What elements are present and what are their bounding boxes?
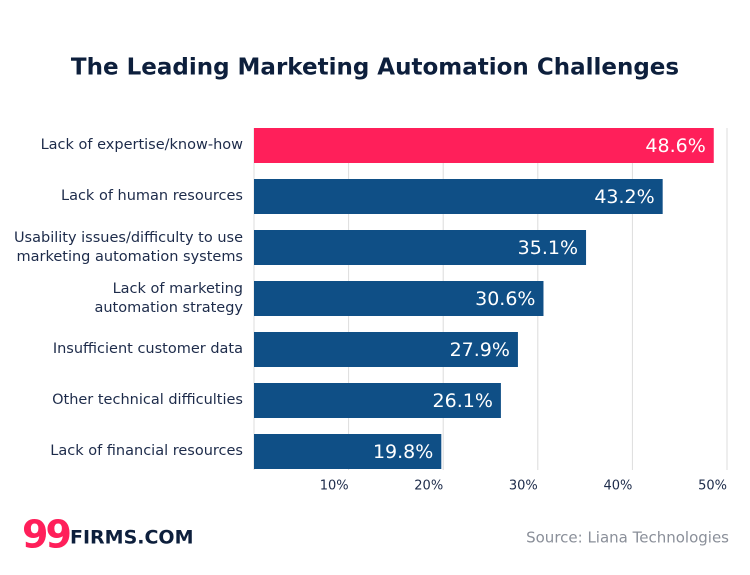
category-label: Lack of expertise/know-how bbox=[40, 137, 243, 153]
bar bbox=[254, 434, 442, 469]
category-label: Lack of financial resources bbox=[50, 443, 243, 459]
value-label: 30.6% bbox=[475, 288, 535, 310]
value-label: 26.1% bbox=[433, 390, 493, 412]
source: Source: Liana Technologies bbox=[526, 529, 729, 547]
bar bbox=[254, 179, 663, 214]
x-tick-label: 50% bbox=[698, 479, 727, 494]
x-tick-label: 30% bbox=[509, 479, 538, 494]
category-label: Insufficient customer data bbox=[52, 341, 243, 357]
value-label: 43.2% bbox=[594, 186, 654, 208]
category-label: Other technical difficulties bbox=[52, 392, 243, 408]
value-label: 27.9% bbox=[450, 339, 510, 361]
bar bbox=[254, 281, 544, 316]
value-label: 35.1% bbox=[518, 237, 578, 259]
chart-title: The Leading Marketing Automation Challen… bbox=[71, 55, 679, 81]
bar bbox=[254, 383, 501, 418]
logo-text: FIRMS.COM bbox=[70, 527, 194, 549]
category-label: Usability issues/difficulty to use marke… bbox=[13, 229, 243, 265]
value-label: 19.8% bbox=[373, 441, 433, 463]
bar bbox=[254, 332, 518, 367]
x-tick-label: 40% bbox=[603, 479, 632, 494]
x-tick-label: 10% bbox=[320, 479, 349, 494]
bar bbox=[254, 128, 714, 163]
x-tick-label: 20% bbox=[414, 479, 443, 494]
category-label: Lack of human resources bbox=[61, 188, 243, 204]
value-label: 48.6% bbox=[645, 135, 705, 157]
category-label: Lack of marketing automation strategy bbox=[94, 280, 243, 316]
logo-mark: 99 bbox=[22, 513, 70, 557]
bar bbox=[254, 230, 587, 265]
